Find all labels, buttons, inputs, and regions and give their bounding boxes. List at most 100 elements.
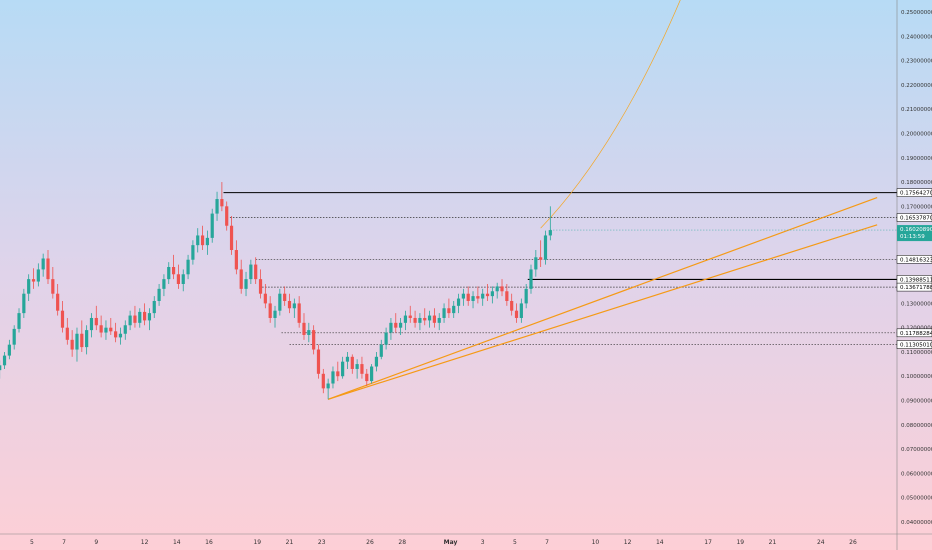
candle-body [278,293,282,311]
time-axis: 5 7 9 12 14 16 19 21 23 26 28 May 3 5 7 10 12 14 17 19 21 24 2… [0,533,932,546]
candle-body [268,303,272,318]
candle-body [70,339,74,350]
price-axis: 0.25000000 0.24000000 0.23000000 0.22000000… [896,0,932,550]
candle-body [263,293,267,304]
candle-body [345,356,350,362]
time-tick-label: 7 [545,539,549,546]
candle-body [321,373,325,389]
time-tick-label: 9 [94,539,98,546]
candle-body [336,371,340,377]
time-tick-label: 3 [481,539,485,546]
level-price-label: 0.11305010 [900,343,932,349]
countdown-label: 01:13:59 [900,234,925,240]
level-price-tag [896,188,932,197]
trendline[interactable] [327,224,878,400]
price-tick-label: 0.06000000 [901,471,932,477]
price-tick-label: 0.08000000 [901,423,932,429]
price-tick-label: 0.17000000 [901,204,932,210]
candle-body [292,303,296,309]
candle-body [389,322,393,333]
time-tick-label: 21 [769,539,777,546]
price-tick-label: 0.18000000 [901,180,932,186]
candle-body [75,333,79,350]
candle-body [162,279,166,289]
candle-body [181,274,185,284]
candle-body [157,288,161,301]
candle-body [60,310,65,328]
price-tick-label: 0.11000000 [901,350,932,356]
time-tick-label: 14 [173,539,181,546]
level-price-tag [896,213,932,222]
candle-body [12,328,16,345]
time-tick-label: May [444,539,458,546]
candle-body [437,317,441,323]
candle-body [27,279,31,294]
level-price-tag [896,282,932,292]
trendline[interactable] [327,197,878,400]
projection-curve[interactable] [540,0,683,229]
time-tick-label: 12 [624,539,632,546]
candle-body [447,308,451,314]
level-price-label: 0.13988511 [900,277,932,283]
price-tick-label: 0.05000000 [901,496,932,502]
price-tick-label: 0.09000000 [901,399,932,405]
candle-body [432,315,436,323]
candle-body [529,269,533,289]
candle-body [258,279,263,294]
candle-body [287,300,292,309]
candle-body [413,317,417,323]
candle-body [225,206,229,226]
time-tick-label: 23 [318,539,326,546]
level-price-label: 0.17564270 [900,191,932,197]
candle-body [118,333,123,338]
candle-body [65,327,69,340]
candle-body [123,325,127,334]
candle-body [461,293,465,299]
candle-body [312,330,316,350]
time-tick-label: 21 [286,539,294,546]
candle-body [403,315,408,323]
price-tick-label: 0.07000000 [901,447,932,453]
time-tick-label: 10 [592,539,600,546]
candle-body [394,322,398,328]
candle-body [22,293,26,314]
candle-body [365,373,369,382]
price-tick-label: 0.20000000 [901,132,932,138]
candle-body [36,269,40,282]
candle-body [109,327,113,332]
candle-body [384,332,388,345]
candle-body [543,235,548,260]
candle-body [452,305,456,314]
price-tick-label: 0.13000000 [901,301,932,307]
candle-body [370,366,374,382]
candle-body [505,291,509,301]
candle-body [205,237,209,246]
time-tick-label: 24 [817,539,825,546]
candle-body [191,245,195,260]
candle-body [374,356,379,367]
candle-body [234,250,238,270]
candle-body [167,267,171,280]
candle-body [41,258,45,270]
level-price-label: 0.16537870 [900,216,932,222]
candle-body [196,235,200,246]
candle-body [510,300,514,311]
candle-body [307,330,311,335]
candle-body [471,296,475,301]
candle-body [524,288,528,304]
candle-body [326,383,330,389]
candle-body [210,213,214,238]
price-tick-label: 0.04000000 [901,520,932,526]
candle-body [519,303,523,318]
candle-body [500,286,504,292]
candle-body [539,257,543,260]
candle-body [485,293,490,297]
price-tick-label: 0.24000000 [901,34,932,40]
candle-body [297,303,301,323]
candle-body [331,371,335,384]
candle-body [186,259,190,275]
level-price-label: 0.11788284 [900,331,932,337]
time-tick-label: 19 [736,539,744,546]
